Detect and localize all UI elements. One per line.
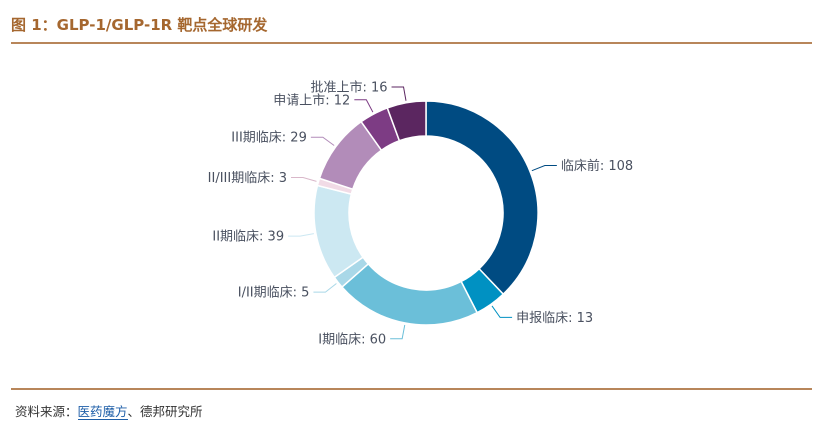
slice-label-I-II期临床: I/II期临床: 5 xyxy=(238,286,310,301)
leader-line-申请上市 xyxy=(354,99,374,113)
leader-line-临床前 xyxy=(531,164,557,172)
slice-label-II期临床: II期临床: 39 xyxy=(212,230,284,245)
source-prefix: 资料来源： xyxy=(15,404,78,419)
slice-label-申请上市: 申请上市: 12 xyxy=(273,92,350,108)
leader-line-III期临床 xyxy=(310,136,335,146)
slice-label-II-III期临床: II/III期临床: 3 xyxy=(208,171,287,186)
leader-line-I-II期临床 xyxy=(313,283,337,293)
leader-line-II-III期临床 xyxy=(291,176,317,182)
slice-label-group: 临床前: 108 申报临床: 13 I期临床: 60 I/II期临床: 5 II期临床:… xyxy=(208,79,634,347)
slice-批准上市 xyxy=(386,100,427,142)
leader-line-申报临床 xyxy=(491,305,513,318)
title-rule xyxy=(11,42,812,44)
slice-label-批准上市: 批准上市: 16 xyxy=(310,79,387,95)
source-suffix: 、德邦研究所 xyxy=(127,404,203,419)
slice-临床前 xyxy=(425,100,539,296)
source-rule xyxy=(11,388,812,390)
slice-label-临床前: 临床前: 108 xyxy=(561,158,633,174)
leader-line-I期临床 xyxy=(390,324,406,340)
slice-label-III期临床: III期临床: 29 xyxy=(231,131,307,146)
leader-line-group xyxy=(288,86,557,340)
leader-line-II期临床 xyxy=(288,233,314,237)
source-link[interactable]: 医药魔方 xyxy=(77,404,128,420)
slice-I期临床 xyxy=(340,262,479,326)
slice-label-I期临床: I期临床: 60 xyxy=(318,332,386,347)
figure-title: 图 1：GLP-1/GLP-1R 靶点全球研发 xyxy=(11,16,268,34)
slice-group xyxy=(313,100,539,326)
slice-label-申报临床: 申报临床: 13 xyxy=(516,311,593,326)
leader-line-批准上市 xyxy=(391,86,407,101)
source-note: 资料来源：医药魔方、德邦研究所 xyxy=(15,401,203,420)
